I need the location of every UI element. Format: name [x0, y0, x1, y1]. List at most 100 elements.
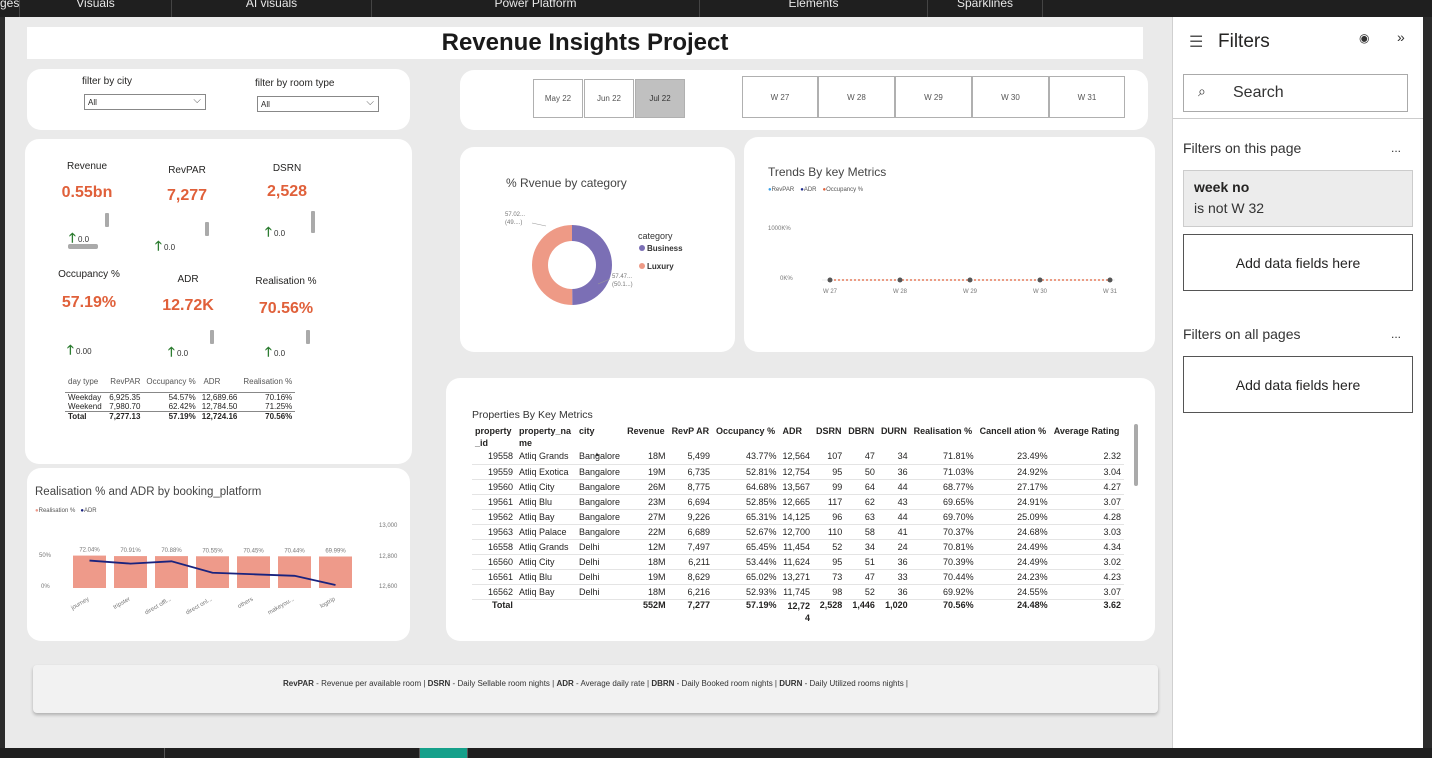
- legend-adr[interactable]: ●ADR: [80, 508, 97, 514]
- column-header[interactable]: DURN: [880, 426, 907, 436]
- table-row[interactable]: 19560 Atliq City Bangalore 26M 8,775 64.68% 13…: [472, 479, 1124, 495]
- column-header[interactable]: Revenue: [627, 426, 665, 436]
- legend-business[interactable]: Business: [647, 244, 683, 253]
- more-options-icon[interactable]: ...: [1391, 327, 1402, 341]
- week-button-31[interactable]: W 31: [1049, 76, 1125, 118]
- kpi-delta-occupancy: 🡑 0.00: [67, 341, 92, 363]
- column-header[interactable]: Occupancy %: [716, 426, 776, 436]
- table-row[interactable]: 16560 Atliq City Delhi 18M 6,211 53.44% 11,624…: [472, 554, 1124, 570]
- glossary-definition: - Revenue per available room |: [313, 679, 428, 688]
- legend-revpar-label: RevPAR: [771, 187, 795, 193]
- column-header[interactable]: Average Rating: [1053, 426, 1120, 436]
- table-cell: 13,271: [779, 569, 814, 585]
- table-row[interactable]: 16561 Atliq Blu Delhi 19M 8,629 65.02% 13,271 7…: [472, 569, 1124, 585]
- ribbon-tab-sparklines[interactable]: Sparklines: [928, 0, 1043, 17]
- donut-label-luxury: 57.47... (50.1...): [612, 274, 633, 288]
- column-header[interactable]: DSRN: [816, 426, 842, 436]
- kpi-scrollbar[interactable]: [210, 330, 214, 344]
- legend-occupancy[interactable]: ●Occupancy %: [822, 187, 864, 193]
- month-button-jul[interactable]: Jul 22: [635, 79, 685, 118]
- column-header[interactable]: property_na me: [519, 426, 572, 448]
- more-options-icon[interactable]: ...: [1391, 141, 1402, 155]
- room-slicer-dropdown[interactable]: All ⌵: [257, 96, 379, 112]
- table-cell: 7,277: [687, 599, 711, 610]
- table-row[interactable]: 19563 Atliq Palace Bangalore 22M 6,689 52.67%…: [472, 524, 1124, 540]
- table-cell: 24.68%: [976, 524, 1051, 540]
- add-data-fields-all[interactable]: Add data fields here: [1183, 356, 1413, 413]
- column-header[interactable]: Occupancy %: [146, 377, 196, 386]
- column-header[interactable]: RevP AR: [671, 426, 710, 436]
- trends-point: [1107, 277, 1113, 283]
- yaxis-right-13000: 13,000: [379, 523, 398, 529]
- table-row[interactable]: 19559 Atliq Exotica Bangalore 19M 6,735 52.81…: [472, 464, 1124, 480]
- ribbon-tab-pages[interactable]: ges: [0, 0, 20, 17]
- page-tab[interactable]: [0, 748, 165, 758]
- table-cell: Total: [492, 599, 513, 610]
- legend-realisation[interactable]: ●Realisation %: [35, 508, 76, 514]
- table-row[interactable]: 16562 Atliq Bay Delhi 18M 6,216 52.93% 11,745 9…: [472, 584, 1124, 600]
- table-row[interactable]: 16558 Atliq Grands Delhi 12M 7,497 65.45% 11,4…: [472, 539, 1124, 555]
- table-cell: 19560: [472, 479, 516, 495]
- column-header[interactable]: day type: [68, 377, 99, 386]
- table-cell: 69.92%: [910, 584, 977, 600]
- table-cell: 16561: [472, 569, 516, 585]
- table-cell: 19559: [472, 464, 516, 480]
- kpi-hscrollbar[interactable]: [68, 244, 98, 249]
- kpi-scrollbar[interactable]: [306, 330, 310, 344]
- kpi-value-adr: 12.72K: [162, 297, 214, 314]
- column-header[interactable]: RevPAR: [110, 377, 141, 386]
- column-header[interactable]: Cancell ation %: [979, 426, 1047, 436]
- page-tab-active[interactable]: [420, 748, 468, 758]
- column-header[interactable]: DBRN: [848, 426, 875, 436]
- filters-on-page-label: Filters on this page: [1183, 140, 1302, 156]
- week-button-28[interactable]: W 28: [818, 76, 895, 118]
- table-row[interactable]: 19561 Atliq Blu Bangalore 23M 6,694 52.85% 12,…: [472, 494, 1124, 510]
- bar-x-tick: logtrip: [319, 596, 337, 610]
- ribbon-tab-elements[interactable]: Elements: [700, 0, 928, 17]
- kpi-scrollbar[interactable]: [105, 213, 109, 227]
- legend-adr[interactable]: ●ADR: [800, 187, 817, 193]
- week-button-30[interactable]: W 30: [972, 76, 1049, 118]
- page-tab[interactable]: [165, 748, 420, 758]
- filter-search-input[interactable]: ⌕ Search: [1183, 74, 1408, 112]
- column-header[interactable]: ADR: [203, 377, 221, 386]
- table-total-row[interactable]: Total 552M 7,277 57.19% 12,72 4 2,528 1,446 1,0…: [472, 599, 1124, 624]
- week-button-27[interactable]: W 27: [742, 76, 818, 118]
- table-cell: 8,629: [668, 569, 714, 585]
- week-button-29[interactable]: W 29: [895, 76, 972, 118]
- table-row[interactable]: 19558 Atliq Grands Bangalore 18M 5,499 43.77%…: [472, 449, 1124, 465]
- column-header[interactable]: city: [579, 426, 595, 436]
- ribbon-tab-ai-visuals[interactable]: AI visuals: [172, 0, 372, 17]
- table-scrollbar[interactable]: [1134, 424, 1138, 486]
- table-cell: Weekday: [68, 392, 102, 402]
- column-header[interactable]: ADR: [782, 426, 803, 436]
- table-cell: 36: [877, 584, 911, 600]
- table-cell: 70.16%: [265, 392, 293, 402]
- kpi-scrollbar[interactable]: [311, 211, 315, 233]
- table-cell: 25.09%: [976, 509, 1051, 525]
- ribbon-tab-visuals[interactable]: Visuals: [20, 0, 172, 17]
- ribbon-tab-power-platform[interactable]: Power Platform: [372, 0, 700, 17]
- city-slicer-dropdown[interactable]: All ⌵: [84, 94, 206, 110]
- legend-luxury[interactable]: Luxury: [647, 262, 674, 271]
- collapse-pane-icon[interactable]: »: [1397, 29, 1405, 45]
- table-cell: 47: [845, 449, 878, 465]
- table-cell: 98: [813, 584, 846, 600]
- filter-card-week-no[interactable]: week no is not W 32: [1183, 170, 1413, 227]
- column-header[interactable]: Realisation %: [913, 426, 973, 436]
- table-cell: Atliq City: [516, 554, 576, 570]
- month-button-jun[interactable]: Jun 22: [584, 79, 634, 118]
- table-cell: 12,700: [779, 524, 814, 540]
- table-row[interactable]: 19562 Atliq Bay Bangalore 27M 9,226 65.31% 14,…: [472, 509, 1124, 525]
- column-header[interactable]: Realisation %: [243, 377, 293, 386]
- month-button-may[interactable]: May 22: [533, 79, 583, 118]
- table-cell: 8,775: [668, 479, 714, 495]
- add-data-fields-page[interactable]: Add data fields here: [1183, 234, 1413, 291]
- column-header[interactable]: property _id: [475, 426, 512, 448]
- kpi-scrollbar[interactable]: [205, 222, 209, 236]
- yaxis-left-0: 0%: [41, 584, 50, 590]
- eye-icon[interactable]: ◉: [1359, 31, 1370, 45]
- kpi-delta-value: 0.0: [78, 235, 90, 244]
- legend-revpar[interactable]: ●RevPAR: [768, 187, 795, 193]
- table-cell: 69.65%: [910, 494, 977, 510]
